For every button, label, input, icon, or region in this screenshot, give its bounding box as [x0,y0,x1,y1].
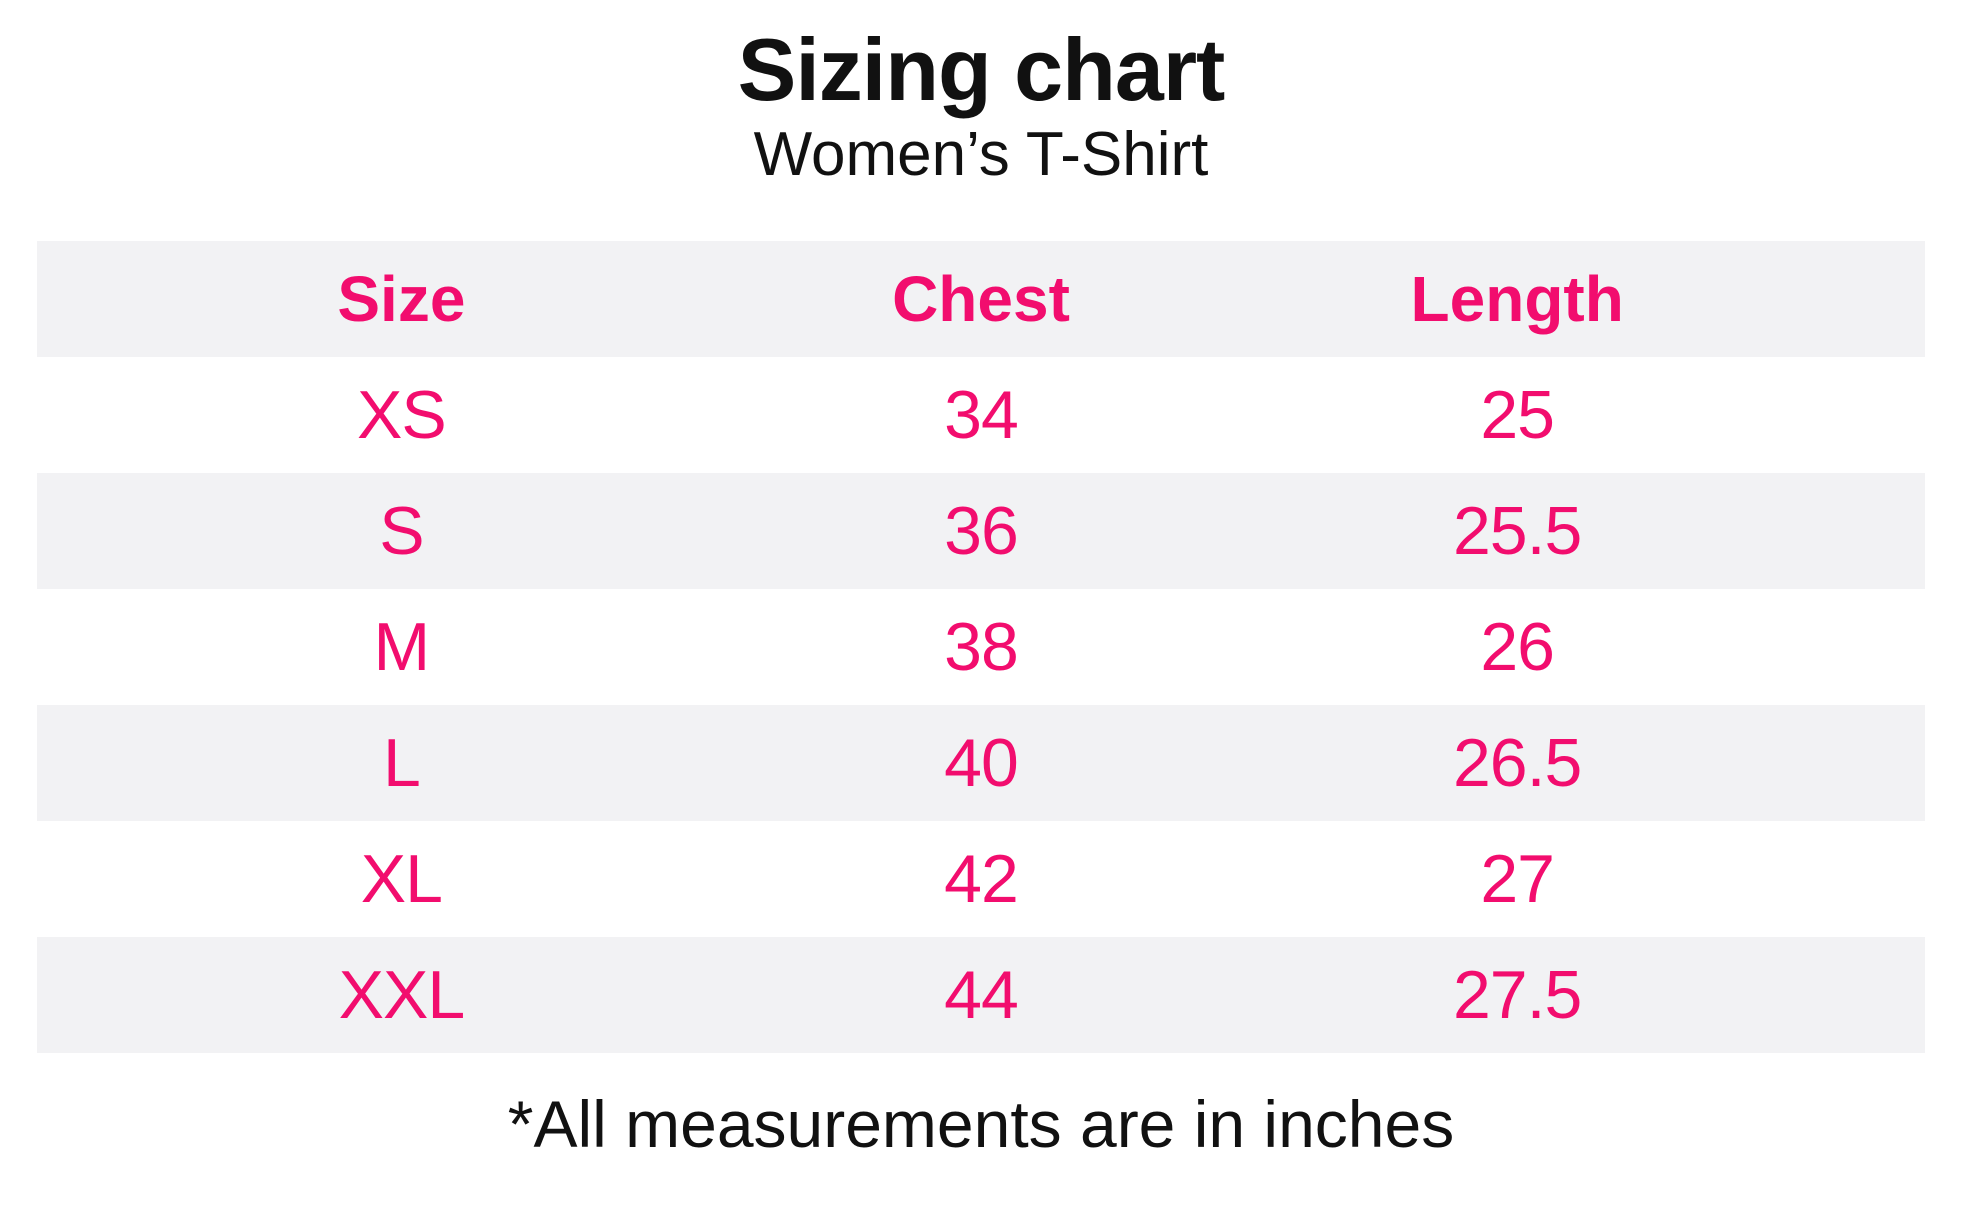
size-table: Size Chest Length XS 34 25 S 36 25.5 M 3… [37,241,1925,1053]
length-cell: 27 [1480,841,1555,917]
chest-cell: 34 [944,377,1019,453]
size-cell: XS [357,377,447,453]
table-row: S 36 25.5 [37,473,1925,589]
length-cell: 26 [1480,609,1555,685]
table-row: XXL 44 27.5 [37,937,1925,1053]
length-cell: 25 [1480,377,1555,453]
table-row: M 38 26 [37,589,1925,705]
size-cell: S [379,493,424,569]
column-header-length: Length [1410,263,1624,335]
page-subtitle: Women’s T-Shirt [753,120,1209,189]
size-table-body: XS 34 25 S 36 25.5 M 38 26 L 40 26.5 XL … [37,357,1925,1053]
chest-cell: 44 [944,957,1019,1033]
chest-cell: 38 [944,609,1019,685]
page-title: Sizing chart [737,20,1226,119]
table-row: XS 34 25 [37,357,1925,473]
table-row: XL 42 27 [37,821,1925,937]
size-cell: XL [360,841,443,917]
column-header-size: Size [337,263,466,335]
chest-cell: 42 [944,841,1019,917]
table-row: L 40 26.5 [37,705,1925,821]
size-cell: L [382,725,421,801]
size-cell: XXL [338,957,466,1033]
table-header-row: Size Chest Length [37,241,1925,357]
length-cell: 27.5 [1452,957,1582,1033]
chest-cell: 40 [944,725,1019,801]
size-cell: M [373,609,431,685]
footnote: *All measurements are in inches [507,1087,1455,1161]
chest-cell: 36 [944,493,1019,569]
column-header-chest: Chest [892,263,1070,335]
length-cell: 26.5 [1452,725,1582,801]
length-cell: 25.5 [1452,493,1582,569]
